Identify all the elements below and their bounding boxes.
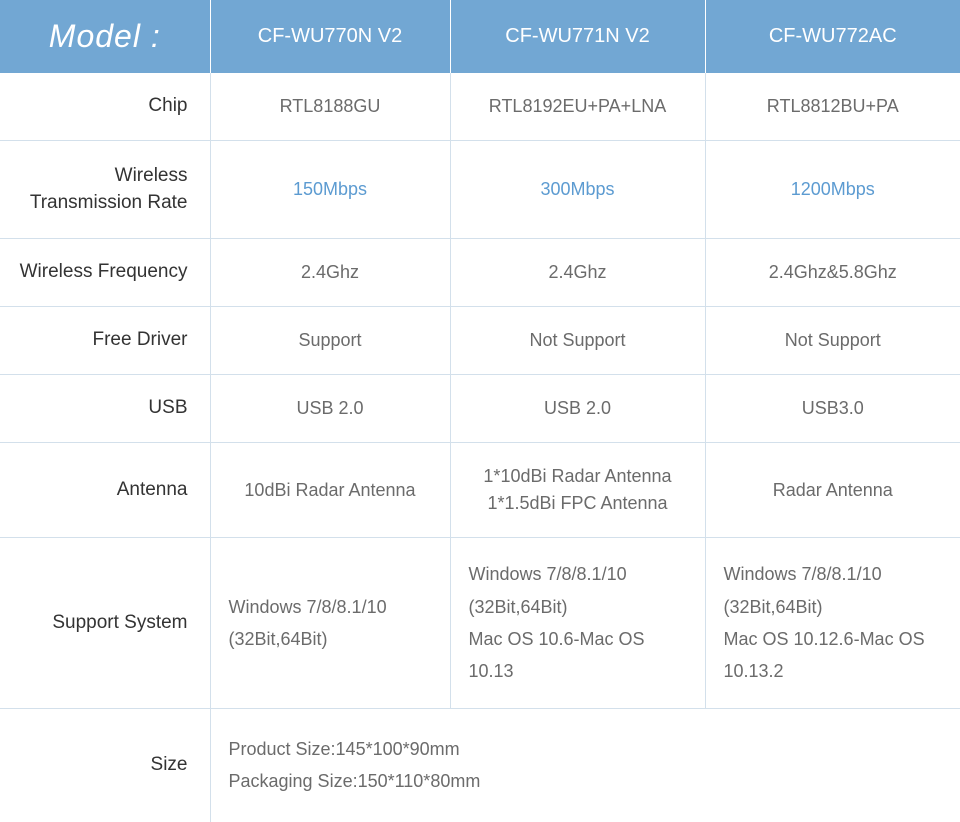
antenna-col1: 10dBi Radar Antenna xyxy=(210,443,450,538)
spec-table: Model : CF-WU770N V2 CF-WU771N V2 CF-WU7… xyxy=(0,0,960,822)
row-freq: Wireless Frequency 2.4Ghz 2.4Ghz 2.4Ghz&… xyxy=(0,239,960,307)
antenna-col2: 1*10dBi Radar Antenna1*1.5dBi FPC Antenn… xyxy=(450,443,705,538)
row-chip: Chip RTL8188GU RTL8192EU+PA+LNA RTL8812B… xyxy=(0,73,960,141)
header-model-label: Model : xyxy=(0,0,210,73)
row-rate: WirelessTransmission Rate 150Mbps 300Mbp… xyxy=(0,141,960,239)
chip-col2: RTL8192EU+PA+LNA xyxy=(450,73,705,141)
rate-col1: 150Mbps xyxy=(210,141,450,239)
label-antenna: Antenna xyxy=(0,443,210,538)
usb-col2: USB 2.0 xyxy=(450,375,705,443)
header-col1: CF-WU770N V2 xyxy=(210,0,450,73)
freq-col3: 2.4Ghz&5.8Ghz xyxy=(705,239,960,307)
size-merged: Product Size:145*100*90mmPackaging Size:… xyxy=(210,708,960,821)
row-size: Size Product Size:145*100*90mmPackaging … xyxy=(0,708,960,821)
driver-col1: Support xyxy=(210,307,450,375)
antenna-col3: Radar Antenna xyxy=(705,443,960,538)
support-col2: Windows 7/8/8.1/10(32Bit,64Bit)Mac OS 10… xyxy=(450,538,705,709)
rate-col3: 1200Mbps xyxy=(705,141,960,239)
driver-col2: Not Support xyxy=(450,307,705,375)
rate-col2: 300Mbps xyxy=(450,141,705,239)
chip-col3: RTL8812BU+PA xyxy=(705,73,960,141)
label-chip: Chip xyxy=(0,73,210,141)
freq-col2: 2.4Ghz xyxy=(450,239,705,307)
driver-col3: Not Support xyxy=(705,307,960,375)
row-support: Support System Windows 7/8/8.1/10(32Bit,… xyxy=(0,538,960,709)
label-driver: Free Driver xyxy=(0,307,210,375)
support-col3: Windows 7/8/8.1/10(32Bit,64Bit)Mac OS 10… xyxy=(705,538,960,709)
row-driver: Free Driver Support Not Support Not Supp… xyxy=(0,307,960,375)
row-antenna: Antenna 10dBi Radar Antenna 1*10dBi Rada… xyxy=(0,443,960,538)
label-rate: WirelessTransmission Rate xyxy=(0,141,210,239)
label-support: Support System xyxy=(0,538,210,709)
chip-col1: RTL8188GU xyxy=(210,73,450,141)
freq-col1: 2.4Ghz xyxy=(210,239,450,307)
usb-col1: USB 2.0 xyxy=(210,375,450,443)
label-freq: Wireless Frequency xyxy=(0,239,210,307)
support-col1: Windows 7/8/8.1/10(32Bit,64Bit) xyxy=(210,538,450,709)
header-col2: CF-WU771N V2 xyxy=(450,0,705,73)
row-usb: USB USB 2.0 USB 2.0 USB3.0 xyxy=(0,375,960,443)
usb-col3: USB3.0 xyxy=(705,375,960,443)
header-col3: CF-WU772AC xyxy=(705,0,960,73)
label-usb: USB xyxy=(0,375,210,443)
header-row: Model : CF-WU770N V2 CF-WU771N V2 CF-WU7… xyxy=(0,0,960,73)
label-size: Size xyxy=(0,708,210,821)
